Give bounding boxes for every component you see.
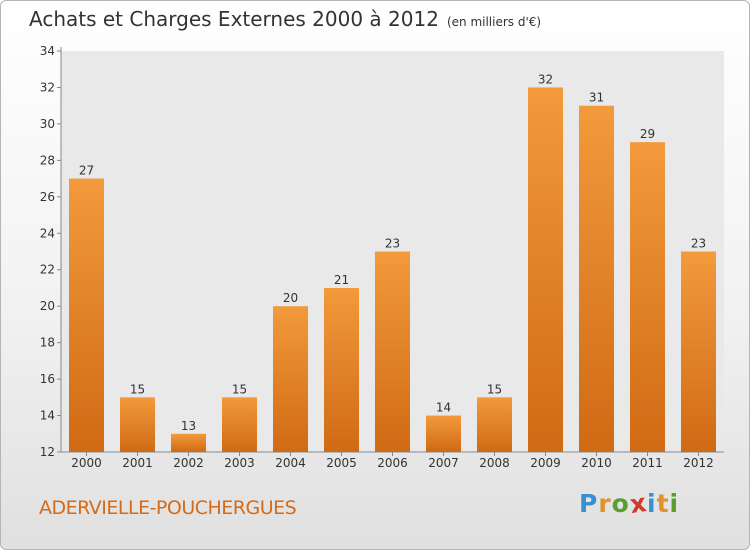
proxiti-logo[interactable]: Proxiti bbox=[579, 487, 680, 520]
chart-title-text: Achats et Charges Externes 2000 à 2012 bbox=[29, 7, 439, 31]
y-tick-label: 12 bbox=[40, 445, 55, 459]
y-tick-label: 24 bbox=[40, 226, 55, 240]
data-label: 29 bbox=[640, 127, 655, 141]
x-tick-label: 2004 bbox=[275, 456, 306, 470]
x-tick-label: 2008 bbox=[479, 456, 510, 470]
data-label: 21 bbox=[334, 273, 349, 287]
data-label: 23 bbox=[691, 237, 706, 251]
y-tick-label: 18 bbox=[40, 336, 55, 350]
bar bbox=[222, 397, 257, 452]
x-tick-label: 2011 bbox=[632, 456, 663, 470]
bar bbox=[477, 397, 512, 452]
data-label: 31 bbox=[589, 91, 604, 105]
data-label: 14 bbox=[436, 401, 451, 415]
y-tick-label: 22 bbox=[40, 263, 55, 277]
y-tick-label: 26 bbox=[40, 190, 55, 204]
commune-name: ADERVIELLE-POUCHERGUES bbox=[39, 497, 297, 519]
bar bbox=[528, 87, 563, 453]
bar bbox=[426, 415, 461, 452]
logo-letter: o bbox=[611, 489, 630, 518]
y-tick-label: 34 bbox=[40, 44, 55, 58]
logo-letter: i bbox=[647, 489, 657, 518]
x-tick-label: 2000 bbox=[71, 456, 102, 470]
logo-letter: P bbox=[579, 489, 599, 518]
x-tick-label: 2002 bbox=[173, 456, 204, 470]
x-tick-label: 2005 bbox=[326, 456, 357, 470]
data-label: 23 bbox=[385, 237, 400, 251]
bar bbox=[375, 251, 410, 452]
x-tick-label: 2010 bbox=[581, 456, 612, 470]
y-tick-label: 28 bbox=[40, 153, 55, 167]
logo-letter: r bbox=[598, 489, 612, 518]
bar bbox=[630, 142, 665, 453]
chart-title: Achats et Charges Externes 2000 à 2012 (e… bbox=[29, 7, 541, 31]
bar bbox=[579, 105, 614, 452]
bar bbox=[324, 287, 359, 452]
chart-bars bbox=[69, 87, 716, 453]
y-tick-label: 16 bbox=[40, 372, 55, 386]
x-tick-label: 2006 bbox=[377, 456, 408, 470]
logo-letter: i bbox=[669, 489, 680, 518]
data-label: 32 bbox=[538, 72, 553, 86]
bar bbox=[171, 433, 206, 452]
data-label: 15 bbox=[130, 382, 145, 396]
x-tick-label: 2009 bbox=[530, 456, 561, 470]
data-label: 20 bbox=[283, 291, 298, 305]
x-tick-label: 2012 bbox=[683, 456, 714, 470]
bar bbox=[681, 251, 716, 452]
x-tick-label: 2001 bbox=[122, 456, 153, 470]
logo-letter: x bbox=[627, 487, 649, 520]
logo-letter: t bbox=[656, 489, 670, 518]
x-tick-label: 2003 bbox=[224, 456, 255, 470]
bar bbox=[69, 178, 104, 452]
y-tick-label: 32 bbox=[40, 80, 55, 94]
chart-subtitle: (en milliers d'€) bbox=[446, 15, 542, 29]
bar bbox=[120, 397, 155, 452]
data-label: 15 bbox=[487, 382, 502, 396]
y-tick-label: 30 bbox=[40, 117, 55, 131]
x-tick-label: 2007 bbox=[428, 456, 459, 470]
data-label: 15 bbox=[232, 382, 247, 396]
y-tick-label: 14 bbox=[40, 409, 55, 423]
chart-data-labels: 27 15 13 15 20 21 23 14 15 32 31 29 23 bbox=[79, 72, 706, 432]
y-tick-label: 20 bbox=[40, 299, 55, 313]
data-label: 27 bbox=[79, 164, 94, 178]
data-label: 13 bbox=[181, 419, 196, 433]
bar bbox=[273, 306, 308, 452]
